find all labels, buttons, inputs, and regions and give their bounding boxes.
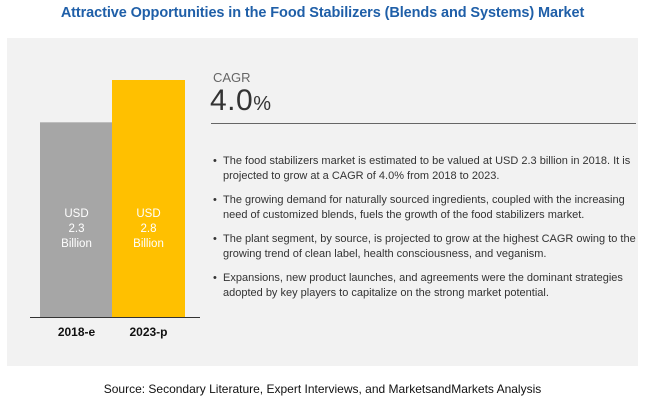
key-point-text: The food stabilizers market is estimated… — [223, 155, 631, 182]
key-point: • The plant segment, by source, is projec… — [213, 232, 638, 261]
cagr-label: CAGR — [213, 70, 251, 85]
bar — [112, 80, 185, 317]
bullet-icon: • — [213, 155, 217, 167]
cagr-unit: % — [253, 93, 272, 115]
bar-data-label: USD — [64, 208, 88, 220]
bar-data-label: 2.8 — [141, 223, 157, 235]
key-point-text: The plant segment, by source, is project… — [223, 233, 636, 260]
cagr-value: 4.0% — [210, 84, 272, 118]
key-points-list: • The food stabilizers market is estimate… — [213, 154, 638, 310]
bar-data-label: Billion — [61, 238, 92, 250]
page-title: Attractive Opportunities in the Food Sta… — [60, 5, 585, 21]
key-point: • The growing demand for naturally source… — [213, 193, 638, 222]
bar-data-label: 2.3 — [69, 223, 85, 235]
cagr-number: 4.0 — [210, 84, 254, 117]
bullet-icon: • — [213, 194, 217, 206]
bar — [40, 122, 113, 317]
bullet-icon: • — [213, 233, 217, 245]
bar-data-label: USD — [136, 208, 160, 220]
key-point-text: Expansions, new product launches, and ag… — [223, 272, 623, 299]
key-point-text: The growing demand for naturally sourced… — [223, 194, 625, 221]
key-point: • Expansions, new product launches, and a… — [213, 271, 638, 300]
x-tick-label: 2023-p — [129, 325, 167, 339]
cagr-divider — [211, 123, 636, 124]
bar-data-label: Billion — [133, 238, 164, 250]
key-point: • The food stabilizers market is estimate… — [213, 154, 638, 183]
bullet-icon: • — [213, 272, 217, 284]
x-tick-label: 2018-e — [58, 325, 96, 339]
source-note: Source: Secondary Literature, Expert Int… — [103, 382, 542, 396]
